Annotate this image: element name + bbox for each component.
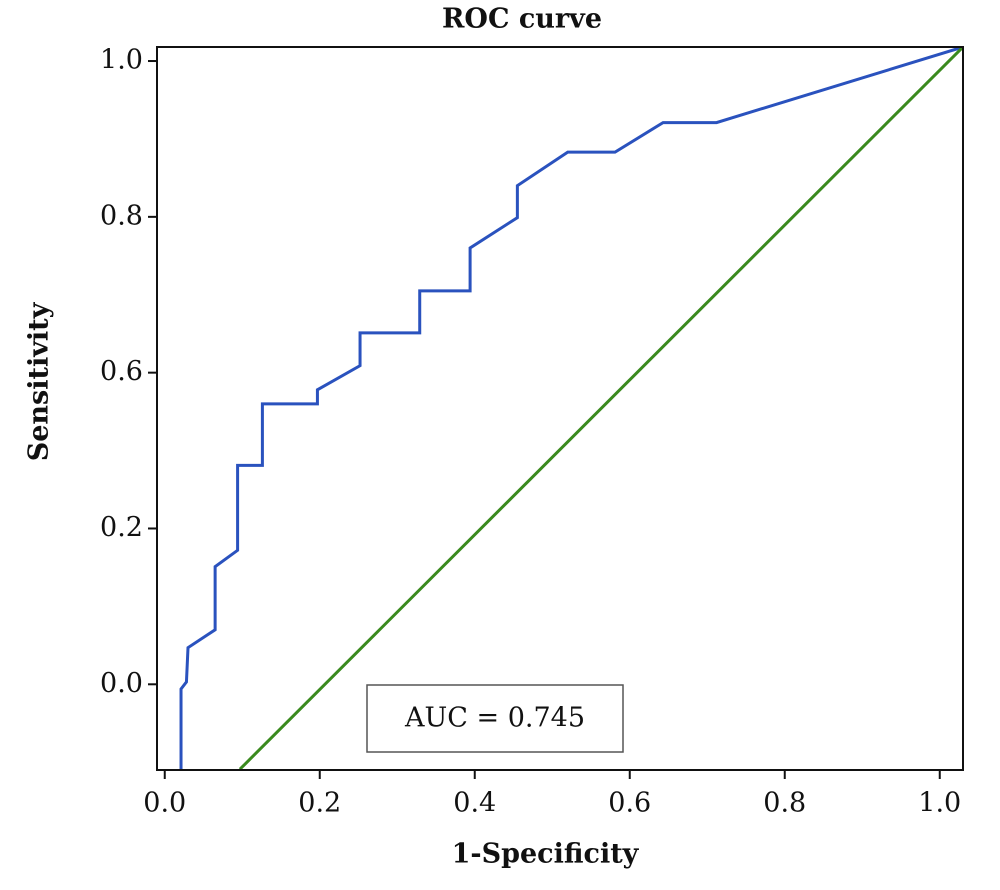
roc-line bbox=[238, 47, 963, 770]
chart-title: ROC curve bbox=[442, 4, 602, 35]
y-tick-label: 1.0 bbox=[100, 45, 143, 76]
annotation-box bbox=[366, 684, 624, 753]
annotation: AUC = 0.745 bbox=[404, 703, 585, 734]
y-tick-label: 0.2 bbox=[100, 512, 143, 543]
y-tick-label: 0.8 bbox=[100, 200, 143, 231]
x-tick-label: 0.8 bbox=[763, 788, 806, 819]
plot-frame bbox=[156, 46, 964, 771]
x-tick-label: 0.4 bbox=[453, 788, 496, 819]
x-tick-label: 0.6 bbox=[608, 788, 651, 819]
y-tick-label: 0.6 bbox=[100, 356, 143, 387]
x-tick-label: 1.0 bbox=[918, 788, 961, 819]
x-tick-label: 0.2 bbox=[298, 788, 341, 819]
x-tick-label: 0.0 bbox=[143, 788, 186, 819]
y-axis-title: Sensitivity bbox=[24, 301, 55, 461]
roc-line bbox=[179, 47, 963, 770]
y-tick-label: 0.0 bbox=[100, 668, 143, 699]
x-axis-title: 1-Specificity bbox=[452, 839, 640, 870]
